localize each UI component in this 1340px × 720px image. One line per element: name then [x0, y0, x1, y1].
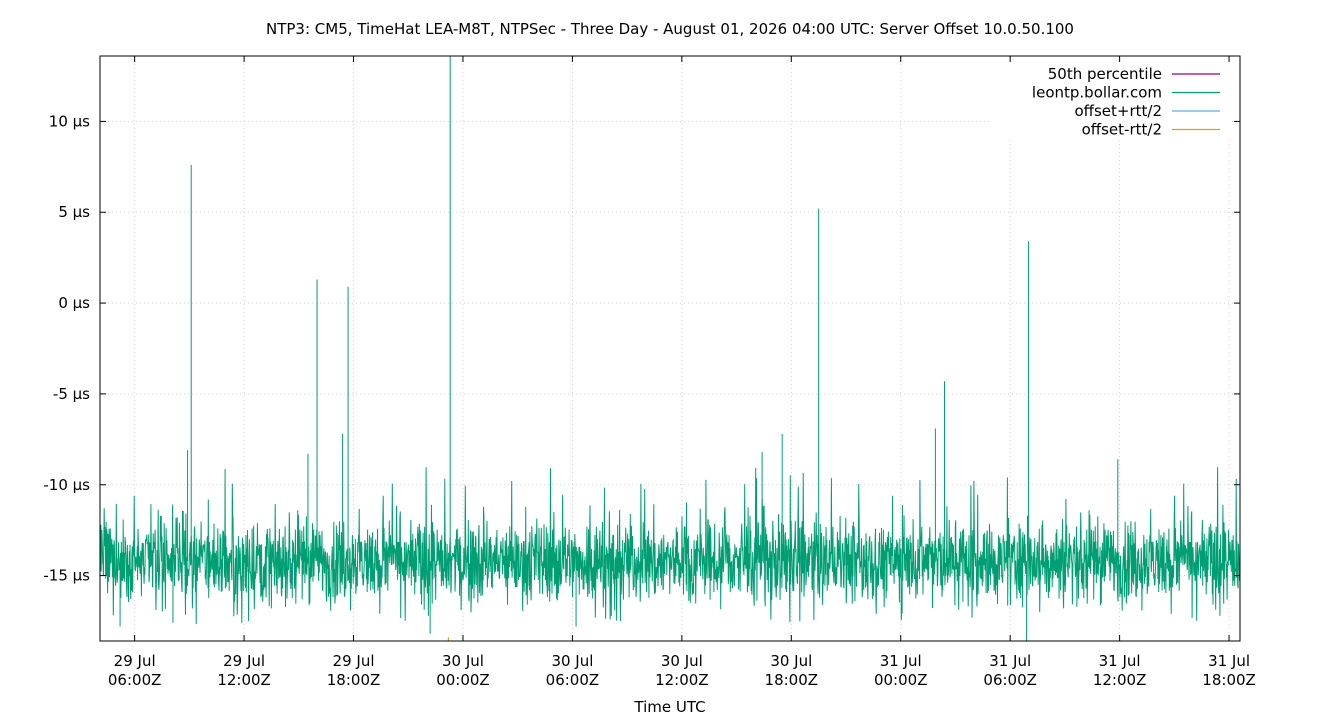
x-tick-label-time: 18:00Z: [765, 671, 819, 689]
x-axis-label: Time UTC: [633, 698, 705, 716]
legend: 50th percentileleontp.bollar.comoffset+r…: [990, 62, 1230, 139]
legend-label: 50th percentile: [1048, 65, 1162, 83]
legend-label: leontp.bollar.com: [1032, 84, 1162, 102]
legend-label: offset+rtt/2: [1074, 102, 1162, 120]
x-tick-label-date: 29 Jul: [223, 652, 265, 670]
x-tick-label-date: 31 Jul: [880, 652, 922, 670]
legend-background: [990, 62, 1230, 138]
grid-lines: [100, 56, 1240, 641]
y-tick-label: 10 µs: [49, 112, 90, 130]
x-tick-label-time: 18:00Z: [1202, 671, 1256, 689]
x-tick-label-date: 29 Jul: [333, 652, 375, 670]
x-tick-label-time: 12:00Z: [217, 671, 271, 689]
x-tick-label-time: 06:00Z: [108, 671, 162, 689]
x-tick-label-date: 30 Jul: [770, 652, 812, 670]
x-tick-label-time: 06:00Z: [546, 671, 600, 689]
x-tick-label-date: 30 Jul: [661, 652, 703, 670]
x-tick-label-date: 29 Jul: [114, 652, 156, 670]
x-tick-label-time: 00:00Z: [874, 671, 928, 689]
x-tick-label-date: 31 Jul: [989, 652, 1031, 670]
y-tick-label: 0 µs: [58, 294, 90, 312]
plot-border: [99, 55, 1241, 642]
y-tick-label: -15 µs: [43, 567, 90, 585]
x-tick-label-date: 31 Jul: [1208, 652, 1250, 670]
legend-label: offset-rtt/2: [1082, 121, 1162, 139]
y-tick-label: -5 µs: [53, 385, 90, 403]
series-line-leontp: [100, 467, 1240, 625]
y-axis: 10 µs 5 µs 0 µs -5 µs -10 µs -15 µs: [43, 112, 1240, 585]
x-tick-label-time: 00:00Z: [436, 671, 490, 689]
x-tick-label-time: 06:00Z: [983, 671, 1037, 689]
x-tick-label-time: 12:00Z: [655, 671, 709, 689]
y-tick-label: 5 µs: [58, 203, 90, 221]
chart-title: NTP3: CM5, TimeHat LEA-M8T, NTPSec - Thr…: [266, 20, 1074, 38]
x-tick-label-date: 31 Jul: [1099, 652, 1141, 670]
x-tick-label-date: 30 Jul: [442, 652, 484, 670]
y-tick-label: -10 µs: [43, 476, 90, 494]
plot-area: [100, 56, 1240, 641]
x-tick-label-time: 18:00Z: [327, 671, 381, 689]
x-tick-label-date: 30 Jul: [551, 652, 593, 670]
x-tick-label-time: 12:00Z: [1093, 671, 1147, 689]
